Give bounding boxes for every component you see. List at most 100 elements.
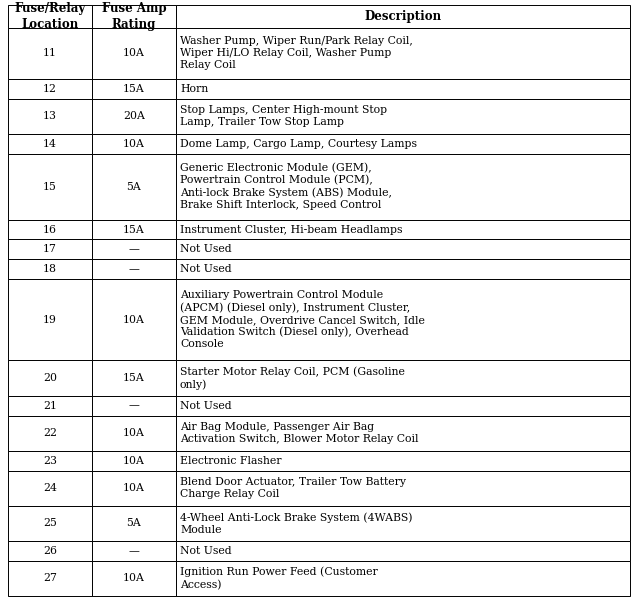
Text: Auxiliary Powertrain Control Module
(APCM) (Diesel only), Instrument Cluster,
GE: Auxiliary Powertrain Control Module (APC… bbox=[180, 290, 425, 349]
Bar bbox=[92, 99, 176, 134]
Text: 10A: 10A bbox=[123, 428, 145, 438]
Text: Fuse Amp
Rating: Fuse Amp Rating bbox=[102, 2, 166, 31]
Bar bbox=[8, 28, 92, 79]
Bar bbox=[92, 259, 176, 279]
Bar bbox=[92, 451, 176, 471]
Text: 5A: 5A bbox=[127, 182, 141, 192]
Text: 12: 12 bbox=[43, 84, 57, 94]
Bar bbox=[176, 219, 630, 239]
Bar bbox=[8, 5, 92, 28]
Text: Washer Pump, Wiper Run/Park Relay Coil,
Wiper Hi/LO Relay Coil, Washer Pump
Rela: Washer Pump, Wiper Run/Park Relay Coil, … bbox=[180, 37, 413, 70]
Bar bbox=[8, 561, 92, 596]
Bar bbox=[176, 395, 630, 415]
Bar bbox=[176, 471, 630, 506]
Bar bbox=[92, 239, 176, 259]
Text: —: — bbox=[129, 245, 140, 254]
Text: 10A: 10A bbox=[123, 573, 145, 584]
Text: 19: 19 bbox=[43, 315, 57, 325]
Bar bbox=[92, 561, 176, 596]
Bar bbox=[176, 259, 630, 279]
Text: 15A: 15A bbox=[123, 225, 145, 234]
Bar bbox=[8, 415, 92, 451]
Text: Stop Lamps, Center High-mount Stop
Lamp, Trailer Tow Stop Lamp: Stop Lamps, Center High-mount Stop Lamp,… bbox=[180, 105, 387, 127]
Bar bbox=[176, 541, 630, 561]
Bar bbox=[92, 279, 176, 361]
Text: 5A: 5A bbox=[127, 519, 141, 528]
Text: Starter Motor Relay Coil, PCM (Gasoline
only): Starter Motor Relay Coil, PCM (Gasoline … bbox=[180, 367, 405, 389]
Bar bbox=[176, 28, 630, 79]
Text: Not Used: Not Used bbox=[180, 401, 232, 410]
Bar bbox=[8, 134, 92, 154]
Text: 18: 18 bbox=[43, 264, 57, 274]
Bar bbox=[176, 415, 630, 451]
Bar bbox=[92, 395, 176, 415]
Bar bbox=[92, 154, 176, 219]
Bar bbox=[8, 219, 92, 239]
Bar bbox=[8, 361, 92, 395]
Bar bbox=[92, 28, 176, 79]
Text: Description: Description bbox=[364, 10, 442, 23]
Bar bbox=[92, 219, 176, 239]
Bar bbox=[176, 239, 630, 259]
Text: Blend Door Actuator, Trailer Tow Battery
Charge Relay Coil: Blend Door Actuator, Trailer Tow Battery… bbox=[180, 477, 406, 499]
Text: 10A: 10A bbox=[123, 456, 145, 466]
Bar bbox=[8, 259, 92, 279]
Text: Not Used: Not Used bbox=[180, 245, 232, 254]
Text: Generic Electronic Module (GEM),
Powertrain Control Module (PCM),
Anti-lock Brak: Generic Electronic Module (GEM), Powertr… bbox=[180, 163, 392, 210]
Text: 14: 14 bbox=[43, 139, 57, 148]
Text: Air Bag Module, Passenger Air Bag
Activation Switch, Blower Motor Relay Coil: Air Bag Module, Passenger Air Bag Activa… bbox=[180, 422, 419, 444]
Text: Dome Lamp, Cargo Lamp, Courtesy Lamps: Dome Lamp, Cargo Lamp, Courtesy Lamps bbox=[180, 139, 417, 148]
Bar bbox=[176, 99, 630, 134]
Bar bbox=[8, 279, 92, 361]
Bar bbox=[176, 154, 630, 219]
Text: Horn: Horn bbox=[180, 84, 208, 94]
Bar bbox=[8, 471, 92, 506]
Bar bbox=[176, 279, 630, 361]
Text: Not Used: Not Used bbox=[180, 264, 232, 274]
Text: 23: 23 bbox=[43, 456, 57, 466]
Text: 11: 11 bbox=[43, 49, 57, 58]
Text: 26: 26 bbox=[43, 546, 57, 556]
Text: 13: 13 bbox=[43, 111, 57, 121]
Bar bbox=[92, 506, 176, 541]
Bar bbox=[176, 451, 630, 471]
Bar bbox=[92, 541, 176, 561]
Bar bbox=[92, 5, 176, 28]
Text: —: — bbox=[129, 264, 140, 274]
Text: 10A: 10A bbox=[123, 483, 145, 493]
Text: 21: 21 bbox=[43, 401, 57, 410]
Text: Ignition Run Power Feed (Customer
Access): Ignition Run Power Feed (Customer Access… bbox=[180, 567, 378, 590]
Text: 10A: 10A bbox=[123, 139, 145, 148]
Text: 10A: 10A bbox=[123, 49, 145, 58]
Bar bbox=[176, 361, 630, 395]
Text: 27: 27 bbox=[43, 573, 57, 584]
Bar bbox=[8, 541, 92, 561]
Text: Electronic Flasher: Electronic Flasher bbox=[180, 456, 282, 466]
Bar bbox=[92, 134, 176, 154]
Text: 4-Wheel Anti-Lock Brake System (4WABS)
Module: 4-Wheel Anti-Lock Brake System (4WABS) M… bbox=[180, 512, 412, 535]
Bar bbox=[8, 395, 92, 415]
Text: 22: 22 bbox=[43, 428, 57, 438]
Text: 24: 24 bbox=[43, 483, 57, 493]
Text: 16: 16 bbox=[43, 225, 57, 234]
Bar bbox=[176, 561, 630, 596]
Bar bbox=[176, 5, 630, 28]
Bar bbox=[8, 451, 92, 471]
Bar bbox=[176, 506, 630, 541]
Bar bbox=[92, 471, 176, 506]
Bar bbox=[8, 506, 92, 541]
Text: 15A: 15A bbox=[123, 373, 145, 383]
Text: 20: 20 bbox=[43, 373, 57, 383]
Bar bbox=[176, 79, 630, 99]
Text: 10A: 10A bbox=[123, 315, 145, 325]
Bar bbox=[8, 79, 92, 99]
Bar bbox=[8, 99, 92, 134]
Text: Not Used: Not Used bbox=[180, 546, 232, 556]
Text: Instrument Cluster, Hi-beam Headlamps: Instrument Cluster, Hi-beam Headlamps bbox=[180, 225, 403, 234]
Text: 25: 25 bbox=[43, 519, 57, 528]
Text: —: — bbox=[129, 401, 140, 410]
Bar bbox=[92, 79, 176, 99]
Text: 15: 15 bbox=[43, 182, 57, 192]
Bar bbox=[8, 239, 92, 259]
Text: 15A: 15A bbox=[123, 84, 145, 94]
